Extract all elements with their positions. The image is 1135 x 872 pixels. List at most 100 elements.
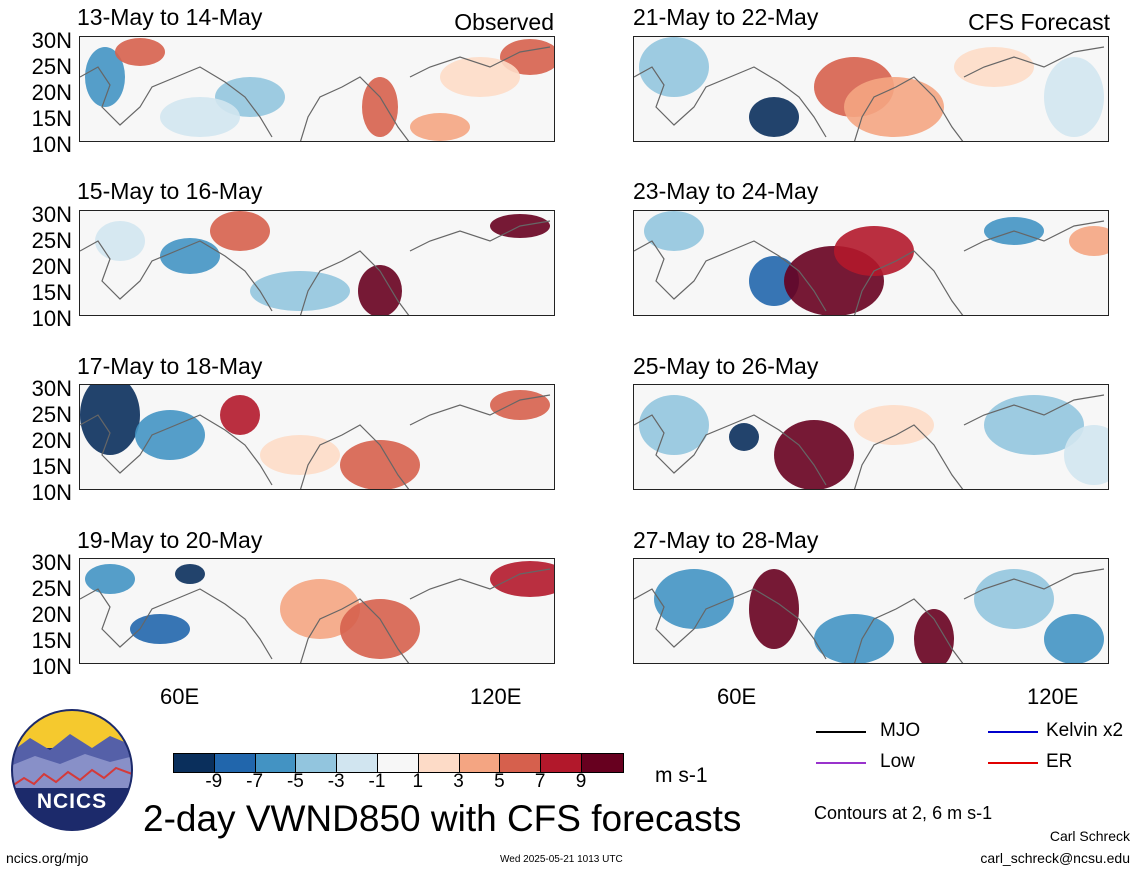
lat-label: 15N xyxy=(31,106,72,131)
anomaly-blob xyxy=(639,37,709,97)
map-shading xyxy=(634,568,1105,663)
coastline xyxy=(80,394,551,489)
anomaly-blob xyxy=(490,561,554,597)
author: Carl Schreck xyxy=(1049,828,1130,844)
lon-label: 60E xyxy=(160,684,200,709)
colorbar-tick-label: -9 xyxy=(205,771,223,792)
panel-title: 27-May to 28-May xyxy=(633,527,819,553)
lat-label: 25N xyxy=(31,54,72,79)
website-link[interactable]: ncics.org/mjo xyxy=(6,850,89,866)
panel-title: 13-May to 14-May xyxy=(77,4,263,30)
colorbar-swatch xyxy=(459,754,501,772)
anomaly-blob xyxy=(160,97,240,137)
anomaly-blob xyxy=(280,579,360,639)
legend-label-low: Low xyxy=(880,751,915,772)
anomaly-blob xyxy=(854,405,934,445)
colorbar-swatch xyxy=(255,754,297,772)
lat-label: 30N xyxy=(31,550,72,575)
lat-label: 10N xyxy=(31,306,72,331)
map-panel xyxy=(79,36,555,142)
legend-swatch-low xyxy=(816,762,866,764)
anomaly-blob xyxy=(1064,425,1108,485)
colorbar-tick-label: -1 xyxy=(368,771,386,792)
main-title: 2-day VWND850 with CFS forecasts xyxy=(143,798,742,839)
map-shading xyxy=(80,561,554,663)
colorbar-tick-label: 3 xyxy=(453,771,464,792)
anomaly-blob xyxy=(1044,614,1104,663)
coastline xyxy=(634,394,1105,489)
legend-label-kelvin: Kelvin x2 xyxy=(1046,720,1124,741)
anomaly-blob xyxy=(490,390,550,420)
lat-label: 20N xyxy=(31,602,72,627)
map-panel xyxy=(79,558,555,664)
map-shading xyxy=(634,394,1108,489)
colorbar-tick-label: 9 xyxy=(575,771,587,792)
anomaly-blob xyxy=(639,395,709,455)
lat-label: 25N xyxy=(31,228,72,253)
panel-title: 15-May to 16-May xyxy=(77,178,263,204)
anomaly-blob xyxy=(95,221,145,261)
legend-label-er: ER xyxy=(1046,751,1073,772)
lat-label: 10N xyxy=(31,654,72,679)
anomaly-blob xyxy=(954,47,1034,87)
email-link[interactable]: carl_schreck@ncsu.edu xyxy=(980,850,1130,866)
map-shading xyxy=(80,211,551,315)
colorbar-swatch xyxy=(581,754,623,772)
colorbar-tick-label: -7 xyxy=(246,771,264,792)
anomaly-blob xyxy=(250,271,350,311)
panel-tag: CFS Forecast xyxy=(968,9,1110,35)
map-panel xyxy=(79,210,555,316)
anomaly-blob xyxy=(914,609,954,663)
anomaly-blob xyxy=(340,599,420,659)
logo-text: NCICS xyxy=(36,790,108,813)
anomaly-blob xyxy=(115,38,165,66)
map-panel xyxy=(633,210,1109,316)
colorbar-swatch xyxy=(337,754,378,772)
anomaly-blob xyxy=(160,238,220,274)
anomaly-blob xyxy=(1044,57,1104,137)
anomaly-blob xyxy=(774,420,854,489)
anomaly-blob xyxy=(135,410,205,460)
lat-label: 30N xyxy=(31,202,72,227)
colorbar-tick-label: 1 xyxy=(412,771,424,792)
anomaly-blob xyxy=(440,57,520,97)
anomaly-blob xyxy=(749,97,799,137)
colorbar-tick-label: 5 xyxy=(494,771,505,792)
panel-title: 17-May to 18-May xyxy=(77,353,263,379)
coastline xyxy=(634,46,1105,141)
legend-label-mjo: MJO xyxy=(880,720,921,741)
lat-label: 10N xyxy=(31,132,72,157)
legend-swatch-kelvin xyxy=(988,731,1038,733)
anomaly-blob xyxy=(358,265,402,315)
lat-label: 20N xyxy=(31,428,72,453)
anomaly-blob xyxy=(80,385,140,455)
anomaly-blob xyxy=(410,113,470,141)
anomaly-blob xyxy=(362,77,398,137)
anomaly-blob xyxy=(814,614,894,663)
anomaly-blob xyxy=(644,211,704,251)
coastline xyxy=(634,568,1105,663)
coastline xyxy=(80,568,551,663)
lat-label: 15N xyxy=(31,280,72,305)
colorbar-swatch xyxy=(214,754,256,772)
coastline xyxy=(634,220,1105,315)
colorbar-tick-label: -3 xyxy=(327,771,345,792)
map-panel xyxy=(633,384,1109,490)
panel-title: 23-May to 24-May xyxy=(633,178,819,204)
anomaly-blob xyxy=(749,569,799,649)
colorbar-swatch xyxy=(500,754,542,772)
coastline xyxy=(80,220,551,315)
map-shading xyxy=(634,37,1105,141)
anomaly-blob xyxy=(340,440,420,489)
colorbar-swatch xyxy=(174,754,215,772)
colorbar-swatch xyxy=(541,754,582,772)
anomaly-blob xyxy=(984,395,1084,455)
colorbar-units: m s-1 xyxy=(655,764,708,787)
lat-label: 30N xyxy=(31,376,72,401)
map-shading xyxy=(634,211,1108,315)
lat-label: 20N xyxy=(31,80,72,105)
panel-title: 19-May to 20-May xyxy=(77,527,263,553)
map-panel xyxy=(79,384,555,490)
lat-label: 15N xyxy=(31,454,72,479)
anomaly-blob xyxy=(729,423,759,451)
